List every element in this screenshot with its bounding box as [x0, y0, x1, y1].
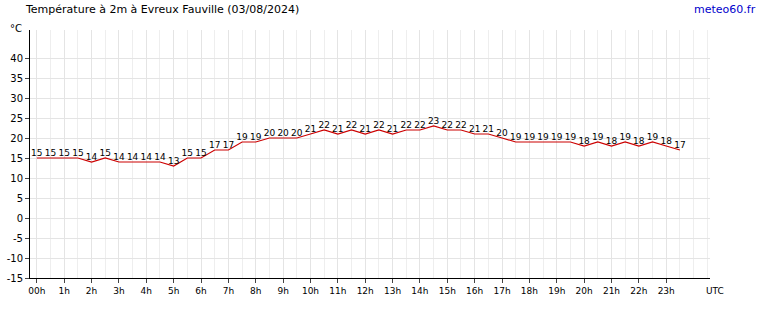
svg-text:15h: 15h [439, 286, 456, 296]
svg-text:15: 15 [100, 148, 111, 158]
svg-text:18h: 18h [521, 286, 538, 296]
svg-text:14: 14 [86, 152, 98, 162]
svg-text:7h: 7h [223, 286, 234, 296]
svg-text:8h: 8h [250, 286, 261, 296]
svg-text:20h: 20h [576, 286, 593, 296]
svg-text:18: 18 [578, 136, 590, 146]
svg-text:15: 15 [182, 148, 193, 158]
svg-text:19: 19 [592, 132, 604, 142]
svg-text:22: 22 [401, 120, 412, 130]
svg-text:-10: -10 [7, 253, 23, 264]
svg-text:21: 21 [469, 124, 480, 134]
svg-text:25: 25 [10, 113, 23, 124]
svg-text:Température à 2m à Evreux Fauv: Température à 2m à Evreux Fauville (03/0… [25, 3, 299, 16]
svg-text:30: 30 [10, 93, 23, 104]
svg-text:16h: 16h [466, 286, 483, 296]
svg-text:14: 14 [154, 152, 166, 162]
svg-text:UTC: UTC [706, 286, 724, 296]
svg-text:21: 21 [483, 124, 494, 134]
svg-text:17h: 17h [493, 286, 510, 296]
svg-text:11h: 11h [329, 286, 346, 296]
svg-text:19h: 19h [548, 286, 565, 296]
svg-text:15: 15 [58, 148, 69, 158]
svg-text:15: 15 [10, 153, 23, 164]
svg-text:22: 22 [373, 120, 384, 130]
svg-text:19: 19 [524, 132, 536, 142]
svg-text:23: 23 [428, 116, 439, 126]
svg-text:19: 19 [551, 132, 563, 142]
svg-text:13: 13 [168, 156, 179, 166]
svg-text:meteo60.fr: meteo60.fr [694, 3, 756, 16]
svg-text:22: 22 [318, 120, 329, 130]
svg-text:5h: 5h [168, 286, 179, 296]
svg-text:9h: 9h [277, 286, 288, 296]
svg-text:14h: 14h [411, 286, 428, 296]
svg-text:19: 19 [537, 132, 549, 142]
svg-text:14: 14 [113, 152, 125, 162]
svg-text:10h: 10h [302, 286, 319, 296]
svg-text:22h: 22h [630, 286, 647, 296]
svg-text:18: 18 [606, 136, 618, 146]
svg-text:1h: 1h [58, 286, 69, 296]
svg-text:35: 35 [10, 73, 23, 84]
svg-text:3h: 3h [113, 286, 124, 296]
svg-text:6h: 6h [195, 286, 206, 296]
svg-text:00h: 00h [28, 286, 45, 296]
svg-text:20: 20 [277, 128, 289, 138]
svg-text:19: 19 [236, 132, 248, 142]
svg-text:2h: 2h [86, 286, 97, 296]
svg-text:21: 21 [387, 124, 398, 134]
svg-text:21: 21 [305, 124, 316, 134]
svg-text:19: 19 [510, 132, 522, 142]
svg-text:-5: -5 [13, 233, 23, 244]
svg-text:17: 17 [209, 140, 220, 150]
svg-text:20: 20 [264, 128, 276, 138]
svg-text:23h: 23h [658, 286, 675, 296]
svg-text:18: 18 [660, 136, 672, 146]
svg-text:19: 19 [619, 132, 631, 142]
svg-text:10: 10 [10, 173, 23, 184]
svg-text:21: 21 [332, 124, 343, 134]
svg-text:22: 22 [455, 120, 466, 130]
svg-text:12h: 12h [357, 286, 374, 296]
svg-text:5: 5 [17, 193, 23, 204]
svg-text:40: 40 [10, 53, 23, 64]
svg-text:14: 14 [141, 152, 153, 162]
svg-text:19: 19 [565, 132, 577, 142]
svg-text:4h: 4h [141, 286, 152, 296]
svg-text:13h: 13h [384, 286, 401, 296]
svg-text:20: 20 [10, 133, 23, 144]
svg-text:20: 20 [291, 128, 303, 138]
svg-text:22: 22 [442, 120, 453, 130]
svg-text:22: 22 [346, 120, 357, 130]
svg-text:17: 17 [674, 140, 685, 150]
svg-text:°C: °C [10, 23, 22, 34]
svg-text:19: 19 [647, 132, 659, 142]
svg-text:18: 18 [633, 136, 645, 146]
svg-text:17: 17 [223, 140, 234, 150]
svg-text:15: 15 [45, 148, 56, 158]
svg-text:21: 21 [359, 124, 370, 134]
svg-text:21h: 21h [603, 286, 620, 296]
svg-text:22: 22 [414, 120, 425, 130]
svg-text:15: 15 [72, 148, 83, 158]
svg-text:-15: -15 [7, 273, 23, 284]
svg-text:20: 20 [496, 128, 508, 138]
svg-text:0: 0 [17, 213, 23, 224]
svg-text:14: 14 [127, 152, 139, 162]
svg-text:15: 15 [195, 148, 206, 158]
svg-text:15: 15 [31, 148, 42, 158]
svg-text:19: 19 [250, 132, 262, 142]
